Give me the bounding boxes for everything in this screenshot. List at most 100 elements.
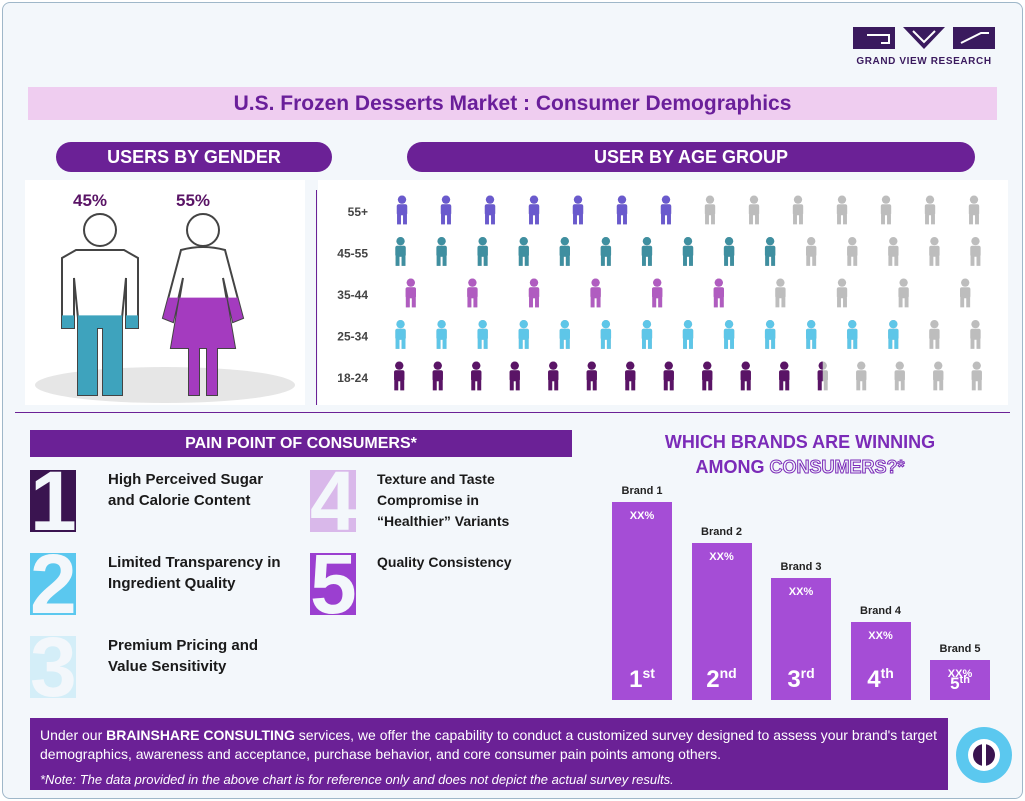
divider <box>316 190 317 405</box>
brand-share: XX% <box>788 586 814 598</box>
icon-body <box>467 287 478 299</box>
icon-leg <box>713 297 718 308</box>
icon-head <box>889 236 898 246</box>
footer: Under our BRAINSHARE CONSULTING services… <box>30 718 948 790</box>
icon-leg <box>683 256 687 266</box>
icon-leg <box>554 380 559 391</box>
icon-head <box>930 319 939 329</box>
icon-leg <box>862 380 867 391</box>
icon-leg <box>856 380 861 391</box>
rank-number: 4 <box>867 666 881 693</box>
icon-leg <box>669 380 674 391</box>
pain-number: 4 <box>310 470 356 532</box>
icon-leg <box>485 214 489 225</box>
icon-leg <box>405 297 410 308</box>
icon-leg <box>970 339 975 349</box>
icon-leg <box>573 214 577 225</box>
pain-text: Premium Pricing and Value Sensitivity <box>108 637 259 675</box>
icon-leg <box>837 214 841 225</box>
icon-leg <box>853 339 858 349</box>
brand-rank: 1st <box>612 665 672 694</box>
icon-head <box>793 195 803 204</box>
icon-head <box>519 319 528 329</box>
icon-leg <box>853 256 858 266</box>
icon-leg <box>559 256 564 266</box>
icon-leg <box>812 256 817 266</box>
icon-leg <box>976 256 981 266</box>
icon-leg <box>524 339 529 349</box>
icon-leg <box>730 339 735 349</box>
icon-leg <box>565 256 570 266</box>
separator <box>15 412 1010 413</box>
icon-head <box>601 319 611 329</box>
icon-head <box>478 236 487 246</box>
pain-text: Texture and Taste Compromise in “Healthi… <box>377 471 510 529</box>
icon-body <box>968 204 980 216</box>
icon-leg <box>925 214 929 225</box>
icon-head <box>925 195 935 204</box>
pain-number: 3 <box>30 636 76 698</box>
icon-head <box>601 236 611 246</box>
icon-leg <box>689 256 693 266</box>
icon-body <box>960 287 971 299</box>
icon-body <box>894 370 905 382</box>
icon-body <box>764 328 776 340</box>
icon-body <box>792 204 804 216</box>
footer-part: services, we offer the capability to con… <box>40 727 937 762</box>
icon-body <box>933 370 944 382</box>
icon-body <box>616 204 628 216</box>
brands-title-part: AMONG <box>695 457 765 477</box>
icon-leg <box>661 214 665 225</box>
icon-head <box>934 361 943 370</box>
icon-leg <box>708 380 713 391</box>
icon-body <box>764 245 776 257</box>
brands-title-outline: CONSUMERS?* <box>769 457 905 478</box>
icon-leg <box>771 256 776 266</box>
icon-head <box>591 278 600 287</box>
icon-leg <box>969 214 973 225</box>
icon-leg <box>793 214 797 225</box>
icon-leg <box>438 380 443 391</box>
icon-head <box>705 195 715 204</box>
logo-mark <box>853 27 995 49</box>
icon-head <box>683 236 693 246</box>
icon-head <box>560 236 569 246</box>
icon-body <box>723 245 735 257</box>
rank-number: 1 <box>629 666 643 693</box>
icon-body <box>888 328 899 340</box>
brand-rank: 5th <box>930 674 990 694</box>
icon-leg <box>647 256 652 266</box>
icon-body <box>484 204 496 216</box>
icon-body <box>748 204 760 216</box>
icon-leg <box>683 339 687 349</box>
icon-head <box>549 361 558 370</box>
icon-leg <box>441 214 445 225</box>
icon-body <box>548 370 559 382</box>
icon-leg <box>975 214 979 225</box>
icon-leg <box>904 297 909 308</box>
brand-name: Brand 5 <box>939 643 981 655</box>
icon-head <box>837 195 847 204</box>
icon-head <box>519 236 528 246</box>
brand-name: Brand 1 <box>621 485 663 497</box>
gender-label: 55% <box>176 191 210 210</box>
icon-body <box>471 370 482 382</box>
icon-leg <box>509 380 514 391</box>
icon-body <box>405 287 416 299</box>
icon-leg <box>724 256 729 266</box>
icon-head <box>972 361 981 370</box>
icon-leg <box>663 380 668 391</box>
brand-name: Brand 2 <box>701 526 742 538</box>
icon-leg <box>403 214 407 225</box>
icon-head <box>848 236 857 246</box>
icon-body <box>559 245 570 257</box>
icon-leg <box>535 214 539 225</box>
icon-leg <box>977 380 982 391</box>
age-filled <box>394 361 823 391</box>
icon-head <box>395 361 404 370</box>
icon-head <box>889 319 898 329</box>
icon-leg <box>900 380 905 391</box>
rank-number: 3 <box>787 666 801 693</box>
icon-leg <box>771 339 776 349</box>
icon-leg <box>529 297 533 308</box>
